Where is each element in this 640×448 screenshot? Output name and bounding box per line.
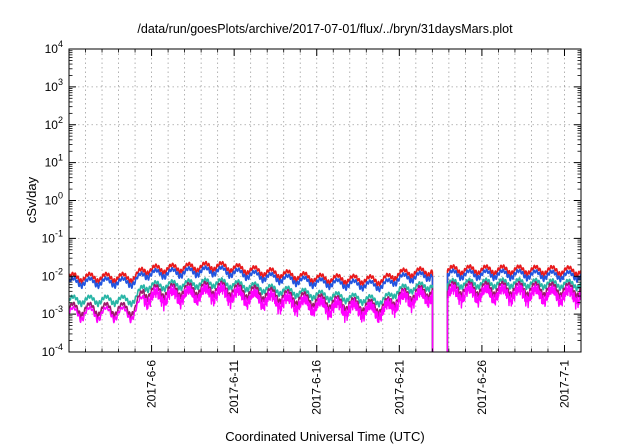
y-tick-exponent: 0: [58, 191, 63, 201]
y-tick-exponent: -2: [55, 266, 63, 276]
series-line-1: [69, 260, 581, 352]
series-line-2: [69, 265, 581, 352]
y-tick-label: 10-2: [42, 266, 63, 283]
y-tick-base: 10: [42, 345, 56, 359]
y-tick-exponent: 3: [58, 77, 63, 87]
y-tick-base: 10: [42, 269, 56, 283]
y-tick-exponent: 4: [58, 39, 63, 49]
y-tick-exponent: 1: [58, 153, 63, 163]
y-tick-label: 10-1: [42, 228, 63, 245]
x-tick-label: 2017-7-1: [557, 360, 571, 408]
axis-ticks: [69, 48, 581, 353]
y-tick-base: 10: [45, 156, 59, 170]
y-tick-label: 101: [45, 153, 63, 170]
x-tick-label: 2017-6-16: [310, 360, 324, 415]
x-axis-title: Coordinated Universal Time (UTC): [225, 429, 424, 444]
y-tick-label: 102: [45, 115, 63, 132]
y-tick-exponent: -1: [55, 228, 63, 238]
y-tick-exponent: -3: [55, 304, 63, 314]
y-tick-label: 100: [45, 191, 63, 208]
series-line-3: [69, 277, 581, 352]
y-tick-base: 10: [45, 80, 59, 94]
y-tick-base: 10: [45, 194, 59, 208]
x-tick-label: 2017-6-11: [227, 360, 241, 414]
x-tick-label: 2017-6-26: [475, 360, 489, 415]
y-tick-label: 103: [45, 77, 63, 94]
x-tick-label: 2017-6-6: [145, 360, 159, 408]
series-layer: [69, 260, 581, 352]
x-tick-label: 2017-6-21: [392, 360, 406, 415]
y-tick-base: 10: [42, 307, 56, 321]
y-tick-exponent: -4: [55, 342, 63, 352]
x-tick-labels: 2017-6-6 2017-6-11 2017-6-16 2017-6-21 2017-…: [145, 360, 572, 415]
y-axis-title: cSv/day: [24, 176, 39, 223]
y-tick-exponent: 2: [58, 115, 63, 125]
y-tick-base: 10: [42, 231, 56, 245]
y-tick-base: 10: [45, 118, 59, 132]
chart-title: /data/run/goesPlots/archive/2017-07-01/f…: [137, 22, 513, 36]
y-tick-label: 10-4: [42, 342, 63, 359]
y-tick-label: 104: [45, 39, 63, 56]
y-tick-base: 10: [45, 42, 59, 56]
series-line-5: [69, 282, 581, 352]
y-tick-label: 10-3: [42, 304, 63, 321]
